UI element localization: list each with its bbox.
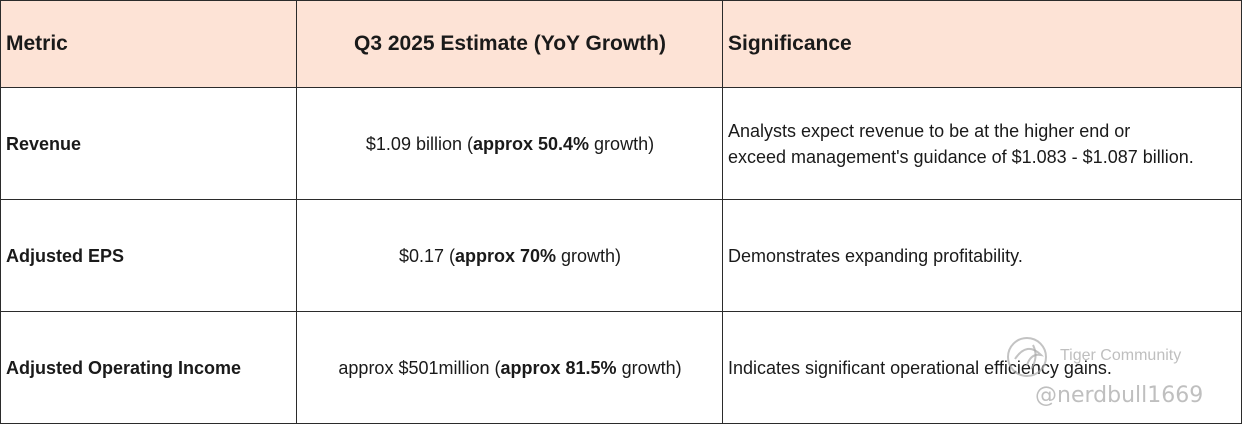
- header-estimate: Q3 2025 Estimate (YoY Growth): [296, 0, 723, 88]
- significance-cell: Indicates significant operational effici…: [722, 311, 1242, 424]
- metric-cell: Adjusted Operating Income: [0, 311, 297, 424]
- metric-cell: Revenue: [0, 87, 297, 200]
- estimate-text: $0.17 (: [398, 245, 455, 266]
- estimate-cell: $1.09 billion (approx 50.4% growth): [296, 87, 723, 200]
- metric-cell: Adjusted EPS: [0, 199, 297, 312]
- significance-line: Demonstrates expanding profitability.: [728, 245, 1023, 266]
- header-metric: Metric: [0, 0, 297, 88]
- estimate-suffix: growth): [589, 133, 655, 154]
- header-row: Metric Q3 2025 Estimate (YoY Growth) Sig…: [0, 0, 1242, 88]
- estimate-text: approx $501million (: [338, 357, 501, 378]
- significance-line: Analysts expect revenue to be at the hig…: [728, 120, 1131, 141]
- significance-cell: Analysts expect revenue to be at the hig…: [722, 87, 1242, 200]
- header-significance: Significance: [722, 0, 1242, 88]
- estimate-suffix: growth): [616, 357, 682, 378]
- estimate-growth: approx 50.4%: [472, 133, 590, 154]
- table-row-revenue: Revenue $1.09 billion (approx 50.4% grow…: [0, 87, 1242, 200]
- significance-cell: Demonstrates expanding profitability.: [722, 199, 1242, 312]
- estimate-suffix: growth): [556, 245, 622, 266]
- estimate-cell: $0.17 (approx 70% growth): [296, 199, 723, 312]
- significance-line: exceed management's guidance of $1.083 -…: [728, 146, 1194, 167]
- table-row-adjusted-eps: Adjusted EPS $0.17 (approx 70% growth) D…: [0, 199, 1242, 312]
- estimate-text: $1.09 billion (: [365, 133, 473, 154]
- significance-line: Indicates significant operational effici…: [728, 357, 1112, 378]
- estimate-growth: approx 70%: [454, 245, 557, 266]
- table-row-adjusted-operating-income: Adjusted Operating Income approx $501mil…: [0, 311, 1242, 424]
- estimate-growth: approx 81.5%: [500, 357, 617, 378]
- estimate-cell: approx $501million (approx 81.5% growth): [296, 311, 723, 424]
